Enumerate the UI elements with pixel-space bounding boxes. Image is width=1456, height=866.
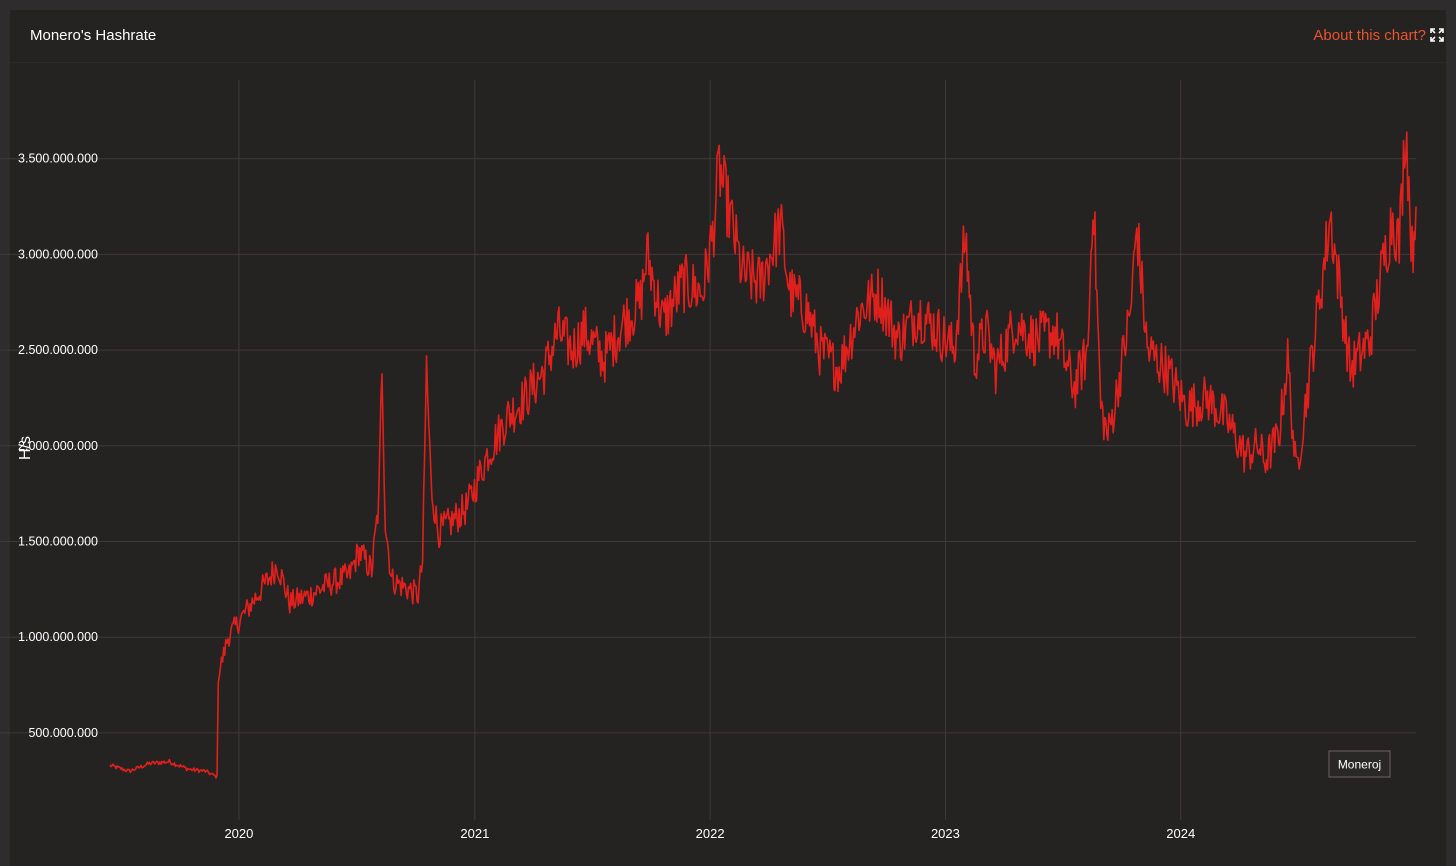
about-chart-link[interactable]: About this chart?: [1313, 27, 1426, 44]
y-tick-label: 3.500.000.000: [18, 152, 98, 166]
hashrate-series-line[interactable]: [109, 131, 1417, 779]
y-axis-label: H/s: [17, 436, 34, 460]
watermark-text: Moneroj: [1338, 758, 1381, 772]
x-tick-label: 2024: [1166, 826, 1195, 841]
y-tick-label: 1.500.000.000: [18, 535, 98, 549]
y-axis-ticks: 500.000.000 1.000.000.000 1.500.000.000 2.0…: [18, 152, 98, 740]
y-tick-label: 3.000.000.000: [18, 247, 98, 261]
expand-icon[interactable]: [1430, 28, 1444, 42]
x-tick-label: 2021: [460, 826, 489, 841]
grid: [0, 80, 1416, 820]
watermark: Moneroj: [1328, 750, 1391, 778]
x-tick-label: 2020: [224, 826, 253, 841]
chart-title: Monero's Hashrate: [30, 27, 157, 44]
x-tick-label: 2022: [696, 826, 725, 841]
panel-header: Monero's Hashrate About this chart?: [10, 10, 1446, 63]
y-tick-label: 2.000.000.000: [18, 439, 98, 453]
y-tick-label: 1.000.000.000: [18, 630, 98, 644]
x-tick-label: 2023: [931, 826, 960, 841]
y-tick-label: 2.500.000.000: [18, 343, 98, 357]
chart-panel: Monero's Hashrate About this chart?: [10, 10, 1446, 866]
x-axis-ticks: 2020 2021 2022 2023 2024: [224, 826, 1195, 841]
y-tick-label: 500.000.000: [28, 726, 98, 740]
